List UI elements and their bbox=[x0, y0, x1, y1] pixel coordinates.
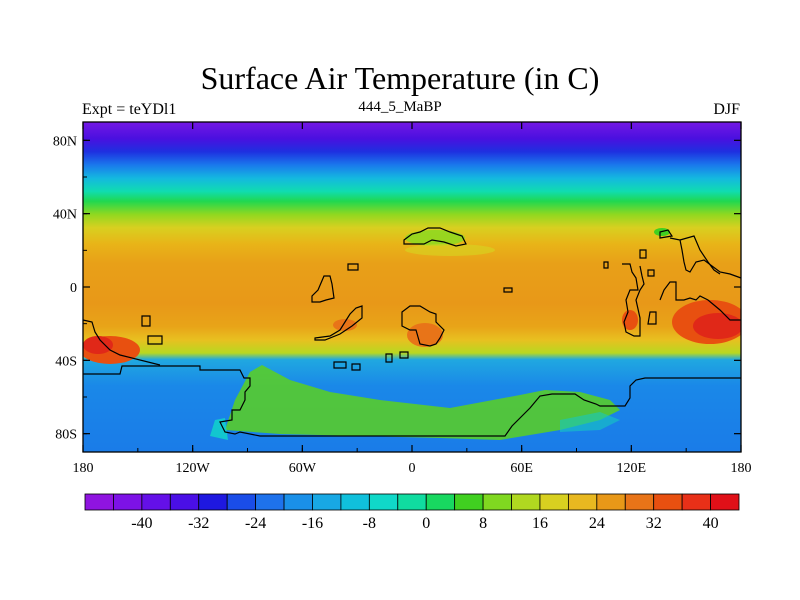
colorbar-swatch bbox=[283, 493, 313, 511]
colorbar-swatch bbox=[511, 493, 541, 511]
colorbar-swatch bbox=[226, 493, 257, 511]
colorbar: -40 -32 -24 -16 -8 0 8 16 24 32 40 bbox=[84, 493, 740, 532]
lon-tick-label: 120W bbox=[176, 461, 211, 476]
colorbar-swatch bbox=[710, 493, 740, 511]
colorbar-swatch bbox=[454, 493, 484, 511]
colorbar-label: 24 bbox=[589, 515, 605, 532]
lon-tick-label: 0 bbox=[409, 461, 416, 476]
lon-tick-label: 180 bbox=[731, 461, 752, 476]
colorbar-swatch bbox=[113, 493, 143, 511]
colorbar-swatch bbox=[84, 493, 114, 511]
lat-tick-label: 40S bbox=[55, 354, 77, 369]
lon-tick-label: 60W bbox=[289, 461, 317, 476]
period-label: 444_5_MaBP bbox=[358, 99, 442, 115]
colorbar-label: -8 bbox=[363, 515, 376, 532]
colorbar-label: -16 bbox=[302, 515, 323, 532]
coastlines bbox=[82, 227, 742, 437]
colorbar-swatch bbox=[198, 493, 228, 511]
colorbar-swatch bbox=[340, 493, 370, 511]
colorbar-label: -40 bbox=[131, 515, 152, 532]
colorbar-swatch bbox=[141, 493, 171, 511]
colorbar-label: 16 bbox=[532, 515, 548, 532]
colorbar-swatch bbox=[624, 493, 655, 511]
colorbar-swatch bbox=[653, 493, 683, 511]
season-label: DJF bbox=[713, 101, 740, 118]
longitude-axis: 180 120W 60W 0 60E 120E 180 bbox=[73, 122, 752, 476]
colorbar-label: -24 bbox=[245, 515, 266, 532]
colorbar-label: -32 bbox=[188, 515, 209, 532]
lat-tick-label: 80S bbox=[55, 428, 77, 443]
colorbar-label: 0 bbox=[422, 515, 430, 532]
colorbar-swatch bbox=[368, 493, 399, 511]
colorbar-swatch bbox=[397, 493, 427, 511]
lon-tick-label: 60E bbox=[510, 461, 533, 476]
colorbar-swatch bbox=[255, 493, 285, 511]
latitude-axis: 80N 40N 0 40S 80S bbox=[53, 134, 741, 443]
colorbar-swatch bbox=[539, 493, 569, 511]
colorbar-swatch bbox=[681, 493, 711, 511]
lat-tick-label: 0 bbox=[70, 281, 77, 296]
colorbar-swatch bbox=[482, 493, 512, 511]
lon-tick-label: 120E bbox=[617, 461, 647, 476]
temperature-field bbox=[83, 122, 741, 452]
colorbar-swatch bbox=[567, 493, 598, 511]
colorbar-swatch bbox=[425, 493, 456, 511]
lat-tick-label: 40N bbox=[53, 208, 77, 223]
colorbar-label: 32 bbox=[646, 515, 662, 532]
colorbar-swatch bbox=[312, 493, 342, 511]
map-title: Surface Air Temperature (in C) bbox=[200, 60, 600, 96]
colorbar-label: 40 bbox=[703, 515, 719, 532]
experiment-label: Expt = teYDl1 bbox=[82, 101, 177, 118]
lat-tick-label: 80N bbox=[53, 134, 77, 149]
colorbar-label: 8 bbox=[479, 515, 487, 532]
colorbar-swatch bbox=[169, 493, 200, 511]
lon-tick-label: 180 bbox=[73, 461, 94, 476]
colorbar-swatch bbox=[596, 493, 626, 511]
